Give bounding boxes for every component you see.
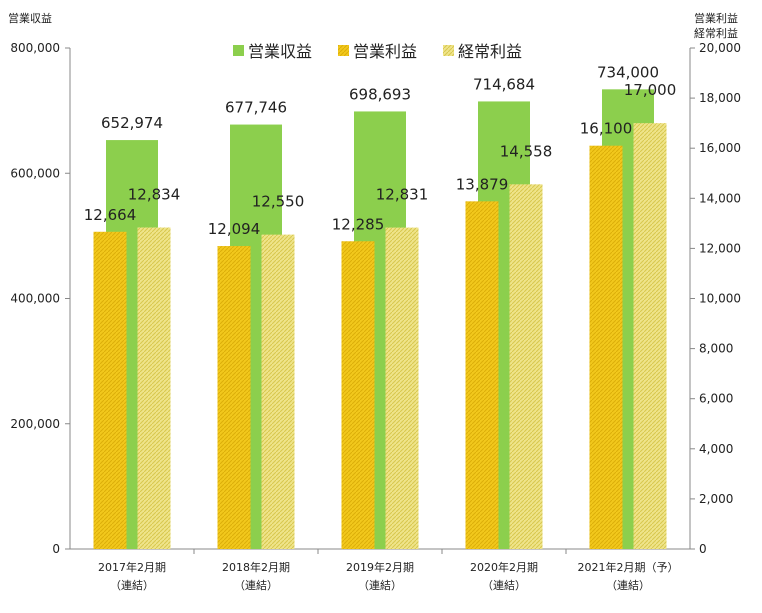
right-tick-label: 2,000: [699, 492, 733, 506]
bar-ordinary-profit: [509, 184, 543, 550]
bar-ordinary-profit: [385, 227, 419, 550]
x-category-label: 2017年2月期: [98, 560, 166, 574]
x-category-label: 2019年2月期: [346, 560, 414, 574]
right-axis-title-line1: 営業利益: [694, 11, 738, 25]
bars: [93, 89, 667, 550]
data-labels: 652,974 12,664 12,834 677,746 12,094 12,550 69…: [84, 63, 677, 238]
right-tick-label: 20,000: [699, 41, 741, 55]
legend: 営業収益 営業利益 経常利益: [233, 42, 522, 61]
label-operating-revenue: 652,974: [101, 114, 163, 132]
left-tick-label: 400,000: [10, 292, 60, 306]
right-tick-label: 8,000: [699, 342, 733, 356]
label-operating-profit: 16,100: [580, 120, 633, 138]
right-tick-label: 10,000: [699, 292, 741, 306]
label-operating-profit: 13,879: [456, 175, 509, 193]
x-category-label: 2018年2月期: [222, 560, 290, 574]
bar-operating-profit: [217, 246, 251, 550]
x-category-sublabel: （連結）: [606, 578, 650, 592]
left-tick-label: 200,000: [10, 417, 60, 431]
left-axis-title: 営業収益: [8, 11, 52, 25]
label-ordinary-profit: 12,834: [128, 186, 181, 204]
right-tick-label: 4,000: [699, 442, 733, 456]
legend-label: 経常利益: [458, 42, 522, 61]
bar-ordinary-profit: [261, 234, 295, 549]
bar-operating-profit: [341, 241, 375, 550]
label-operating-revenue: 714,684: [473, 75, 535, 93]
right-tick-label: 16,000: [699, 141, 741, 155]
bar-ordinary-profit: [633, 123, 667, 550]
right-tick-label: 0: [699, 542, 707, 556]
x-category-sublabel: （連結）: [234, 578, 278, 592]
label-ordinary-profit: 12,550: [252, 193, 305, 211]
legend-swatch: [443, 45, 454, 56]
x-category-label: 2020年2月期: [470, 560, 538, 574]
right-tick-label: 12,000: [699, 241, 741, 255]
right-tick-label: 6,000: [699, 392, 733, 406]
x-category-sublabel: （連結）: [358, 578, 402, 592]
bar-operating-profit: [465, 201, 499, 549]
label-ordinary-profit: 14,558: [500, 142, 553, 160]
bar-operating-profit: [93, 231, 127, 550]
label-ordinary-profit: 12,831: [376, 186, 429, 204]
label-operating-profit: 12,285: [332, 215, 385, 233]
left-tick-label: 0: [52, 542, 60, 556]
x-category-sublabel: （連結）: [482, 578, 526, 592]
legend-label: 営業収益: [248, 42, 312, 61]
legend-label: 営業利益: [353, 42, 417, 61]
axes: 0 200,000 400,000 600,000 800,000 0 2,000 4,000…: [8, 11, 741, 592]
label-operating-revenue: 677,746: [225, 99, 287, 117]
bar-ordinary-profit: [137, 227, 171, 549]
legend-swatch: [233, 45, 244, 56]
label-operating-profit: 12,094: [208, 220, 261, 238]
x-category-label: 2021年2月期（予）: [578, 560, 679, 574]
legend-swatch: [338, 45, 349, 56]
label-operating-revenue: 698,693: [349, 85, 411, 103]
left-tick-label: 600,000: [10, 166, 60, 180]
left-tick-label: 800,000: [10, 41, 60, 55]
x-category-sublabel: （連結）: [110, 578, 154, 592]
label-operating-revenue: 734,000: [597, 63, 659, 81]
bar-operating-profit: [589, 145, 623, 549]
label-operating-profit: 12,664: [84, 206, 137, 224]
right-tick-label: 18,000: [699, 91, 741, 105]
right-axis-title-line2: 経常利益: [694, 26, 738, 40]
label-ordinary-profit: 17,000: [624, 81, 677, 99]
right-tick-label: 14,000: [699, 191, 741, 205]
